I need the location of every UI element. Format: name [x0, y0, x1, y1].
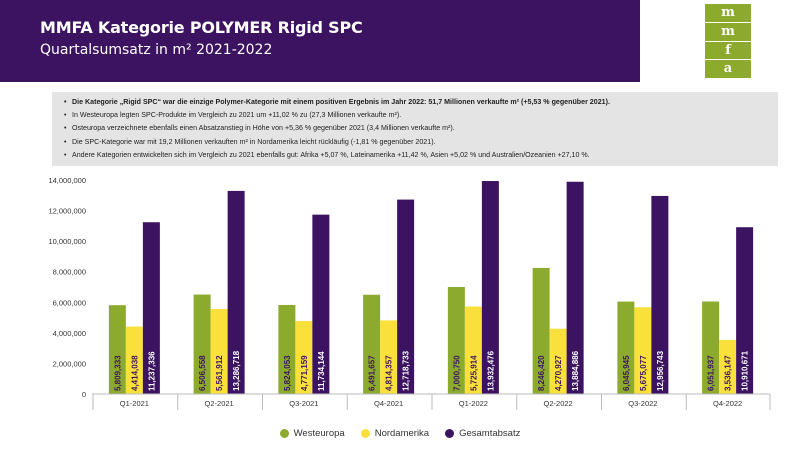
summary-notes: Die Kategorie „Rigid SPC“ war die einzig…: [52, 92, 778, 166]
legend-label: Westeuropa: [293, 428, 345, 439]
y-tick-label: 6,000,000: [53, 298, 86, 307]
data-label: 13,286,718: [232, 350, 241, 391]
bar: [532, 267, 550, 394]
y-tick-label: 4,000,000: [53, 329, 86, 338]
legend-swatch: [445, 429, 455, 438]
bar: [549, 328, 567, 394]
note-item: Die Kategorie „Rigid SPC“ war die einzig…: [64, 96, 768, 109]
page-title: MMFA Kategorie POLYMER Rigid SPC: [40, 18, 363, 37]
x-tick-label: Q3-2021: [289, 399, 318, 408]
sales-bar-chart: 0 2,000,000 4,000,000 6,000,000 8,000,000 10,…: [48, 176, 771, 410]
bar: [397, 199, 415, 394]
x-tick-label: Q2-2022: [544, 399, 573, 408]
data-label: 5,675,077: [639, 355, 648, 391]
data-label: 6,051,937: [707, 355, 716, 391]
y-tick-label: 10,000,000: [48, 237, 86, 246]
data-label: 4,814,357: [385, 355, 394, 391]
legend-item: Gesamtabsatz: [445, 428, 520, 439]
data-label: 7,000,750: [452, 355, 461, 391]
bar: [312, 214, 330, 394]
data-label: 13,932,476: [486, 350, 495, 391]
data-label: 5,725,914: [469, 355, 478, 391]
bar: [464, 306, 482, 394]
x-tick-label: Q3-2022: [628, 399, 657, 408]
bar: [142, 222, 160, 394]
x-tick-label: Q1-2022: [459, 399, 488, 408]
bar: [227, 190, 245, 394]
bar: [295, 321, 313, 394]
legend-item: Westeuropa: [279, 428, 345, 439]
bar: [193, 294, 211, 394]
bar: [210, 308, 228, 394]
data-label: 13,884,886: [571, 350, 580, 391]
data-label: 5,809,333: [113, 355, 122, 391]
note-item: In Westeuropa legten SPC-Produkte im Ver…: [64, 109, 768, 122]
data-label: 11,734,144: [317, 351, 326, 391]
x-tick-label: Q2-2021: [205, 399, 234, 408]
logo-letter: f: [705, 42, 751, 61]
data-label: 12,956,743: [656, 350, 665, 391]
note-item: Die SPC-Kategorie war mit 19,2 Millionen…: [64, 136, 768, 149]
bar: [702, 301, 720, 394]
bar: [363, 294, 381, 394]
y-tick-label: 12,000,000: [48, 207, 86, 216]
data-label: 12,718,733: [402, 350, 411, 391]
x-tick-label: Q4-2022: [713, 399, 742, 408]
note-item: Osteuropa verzeichnete ebenfalls einen A…: [64, 122, 768, 135]
data-label: 10,910,671: [741, 350, 750, 391]
data-label: 11,237,336: [147, 351, 156, 391]
data-label: 6,045,945: [622, 355, 631, 391]
x-tick-label: Q1-2021: [120, 399, 149, 408]
mmfa-logo: m m f a: [705, 4, 751, 78]
bar: [481, 181, 499, 394]
data-label: 5,824,053: [283, 355, 292, 391]
bar: [447, 286, 465, 394]
y-tick-label: 2,000,000: [53, 359, 86, 368]
bar: [719, 339, 737, 394]
data-label: 4,771,159: [300, 355, 309, 391]
logo-letter: m: [705, 4, 751, 23]
bar: [108, 305, 126, 394]
header-banner: MMFA Kategorie POLYMER Rigid SPC Quartal…: [0, 0, 640, 82]
bar: [736, 227, 754, 394]
logo-letter: a: [723, 61, 733, 77]
data-label: 5,561,912: [215, 355, 224, 391]
bar: [380, 320, 398, 394]
bar: [651, 195, 669, 394]
legend-swatch: [360, 429, 370, 438]
page-subtitle: Quartalsumsatz in m² 2021-2022: [40, 42, 273, 58]
logo-letter: m: [705, 23, 751, 42]
data-label: 4,414,038: [130, 355, 139, 391]
y-tick-label: 0: [82, 390, 86, 399]
data-label: 8,246,420: [537, 355, 546, 391]
data-label: 6,506,558: [198, 355, 207, 391]
y-tick-label: 8,000,000: [53, 268, 86, 277]
bar: [634, 307, 652, 394]
legend-label: Gesamtabsatz: [459, 428, 521, 439]
note-item: Andere Kategorien entwickelten sich im V…: [64, 149, 768, 162]
y-tick-label: 14,000,000: [48, 176, 86, 185]
bar: [278, 304, 296, 394]
bar: [125, 326, 143, 394]
data-label: 6,491,657: [368, 355, 377, 391]
bar: [617, 301, 635, 394]
legend-item: Nordamerika: [360, 428, 430, 439]
x-tick-label: Q4-2021: [374, 399, 403, 408]
data-label: 4,270,927: [554, 355, 563, 391]
chart-legend: Westeuropa Nordamerika Gesamtabsatz: [0, 428, 800, 439]
legend-label: Nordamerika: [374, 428, 430, 439]
legend-swatch: [279, 429, 289, 438]
data-label: 3,536,147: [724, 355, 733, 391]
bar: [566, 181, 584, 394]
